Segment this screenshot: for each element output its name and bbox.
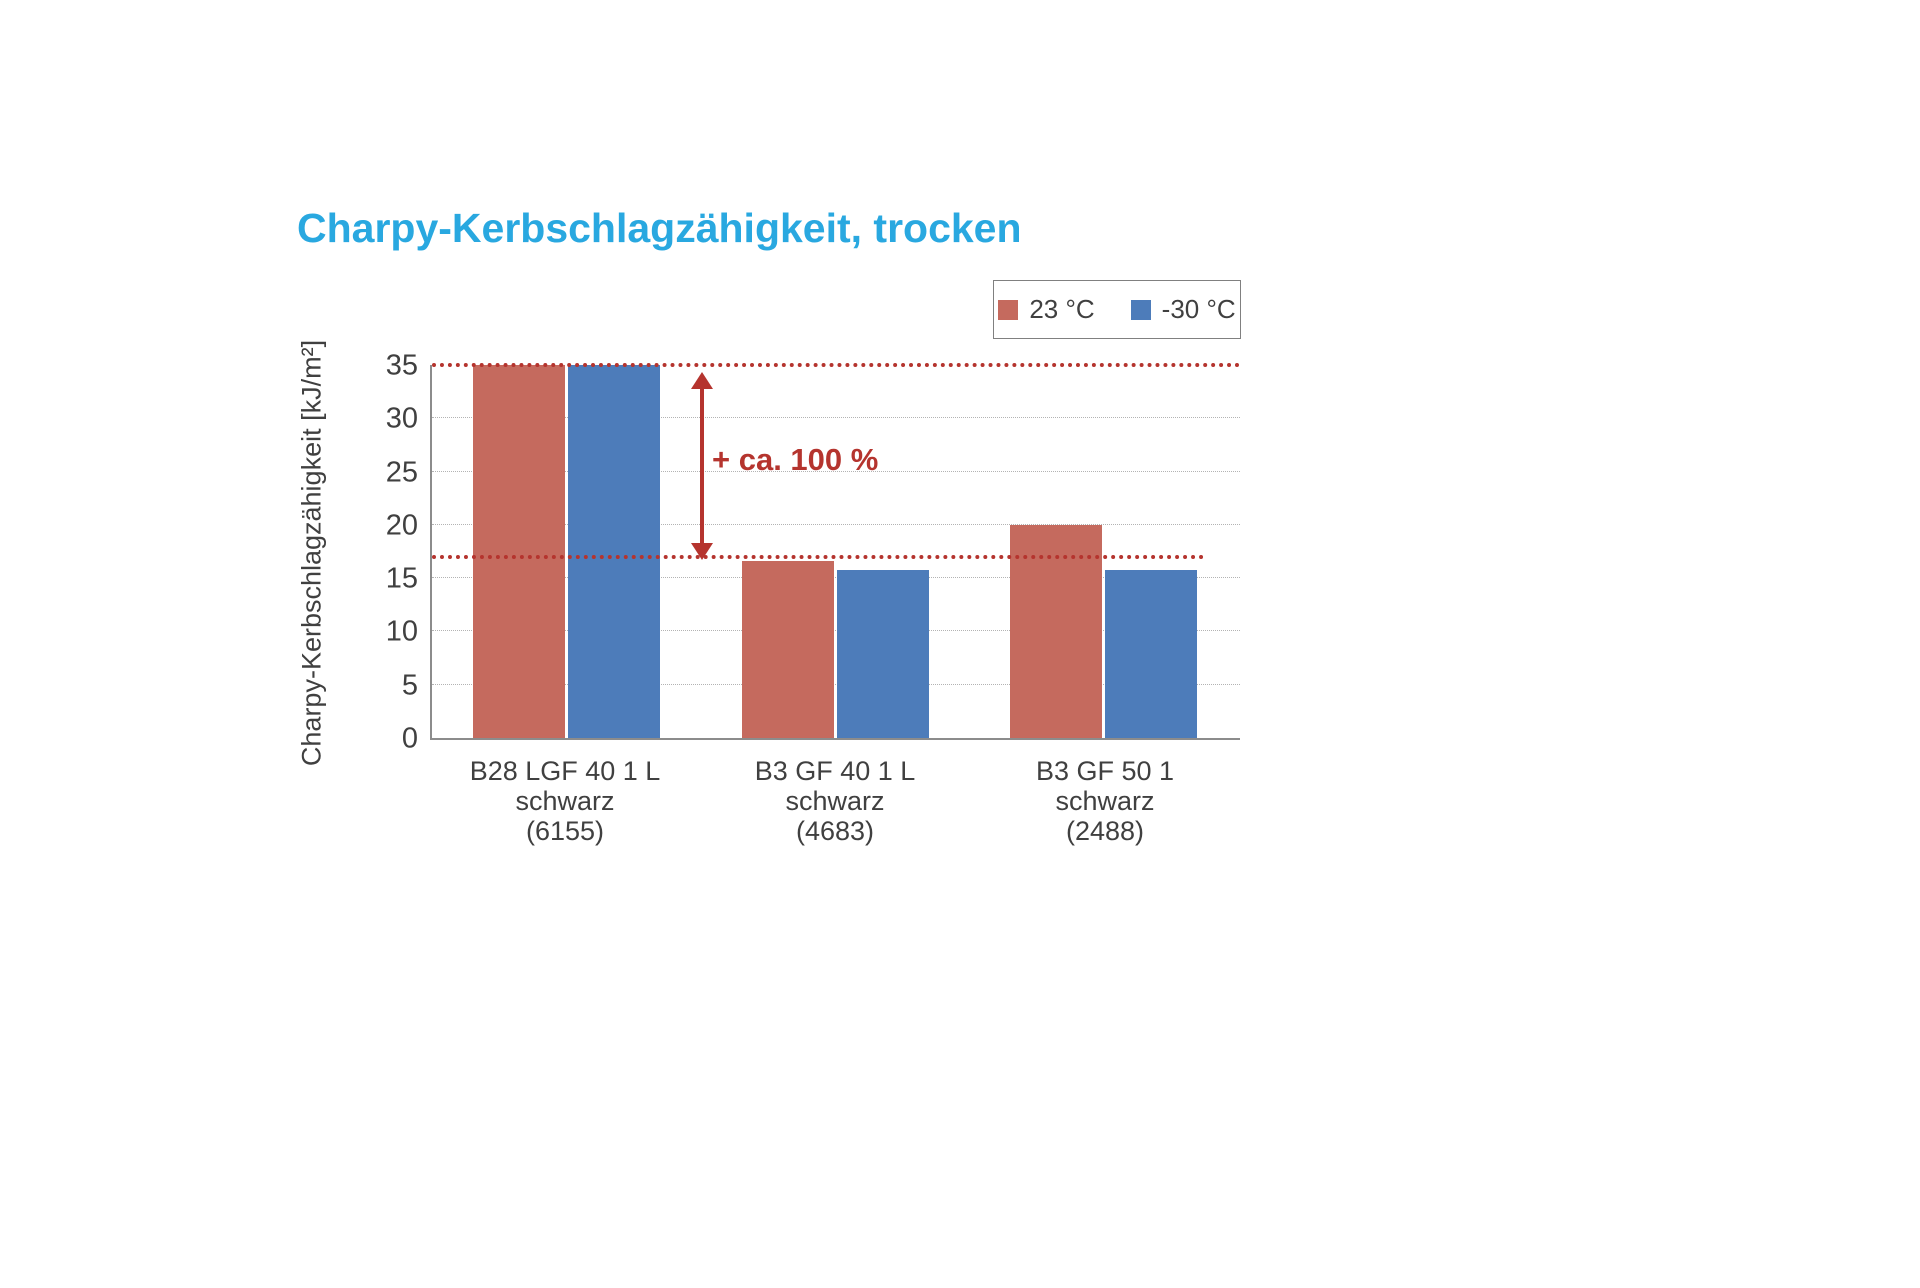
increase-annotation: + ca. 100 % xyxy=(712,442,879,477)
category-label: B3 GF 50 1 schwarz (2488) xyxy=(1035,756,1175,847)
legend-swatch-icon xyxy=(1130,299,1151,320)
gridline xyxy=(432,523,1240,525)
y-tick-label: 15 xyxy=(385,562,418,595)
legend-item: -30 °C xyxy=(1130,294,1236,325)
legend-label: -30 °C xyxy=(1161,294,1236,324)
legend-item: 23 °C xyxy=(998,294,1095,325)
y-tick-label: 5 xyxy=(401,669,418,702)
bar-23C-1 xyxy=(472,365,565,738)
plot-area xyxy=(430,363,1240,740)
y-axis-ticks: 0 5 10 15 20 25 30 35 xyxy=(0,350,418,755)
category-label: B28 LGF 40 1 L schwarz (6155) xyxy=(469,756,661,847)
arrow-head-up-icon xyxy=(691,372,713,389)
gridline xyxy=(432,630,1240,632)
y-tick-label: 20 xyxy=(385,509,418,542)
chart-title: Charpy-Kerbschlagzähigkeit, trocken xyxy=(297,205,1022,251)
bar-23C-2 xyxy=(741,561,834,738)
bar-30C-3 xyxy=(1105,569,1198,738)
bar-23C-3 xyxy=(1010,524,1103,738)
y-tick-label: 25 xyxy=(385,456,418,489)
legend: 23 °C -30 °C xyxy=(993,280,1241,339)
gridline xyxy=(432,577,1240,579)
increase-arrow xyxy=(691,372,713,560)
reference-line-17 xyxy=(432,554,1204,559)
arrow-head-down-icon xyxy=(691,543,713,560)
y-tick-label: 35 xyxy=(385,349,418,382)
legend-label: 23 °C xyxy=(1029,294,1095,324)
legend-swatch-icon xyxy=(998,299,1019,320)
y-tick-label: 0 xyxy=(401,722,418,755)
category-label: B3 GF 40 1 L schwarz (4683) xyxy=(754,756,916,847)
reference-line-35 xyxy=(432,363,1240,367)
bar-30C-1 xyxy=(567,365,660,738)
gridline xyxy=(432,683,1240,685)
arrow-line xyxy=(700,384,704,548)
y-tick-label: 30 xyxy=(385,402,418,435)
y-tick-label: 10 xyxy=(385,615,418,648)
x-axis-categories: B28 LGF 40 1 L schwarz (6155) B3 GF 40 1 … xyxy=(430,756,1240,847)
bar-30C-2 xyxy=(836,569,929,738)
gridline xyxy=(432,470,1240,472)
gridline xyxy=(432,417,1240,419)
